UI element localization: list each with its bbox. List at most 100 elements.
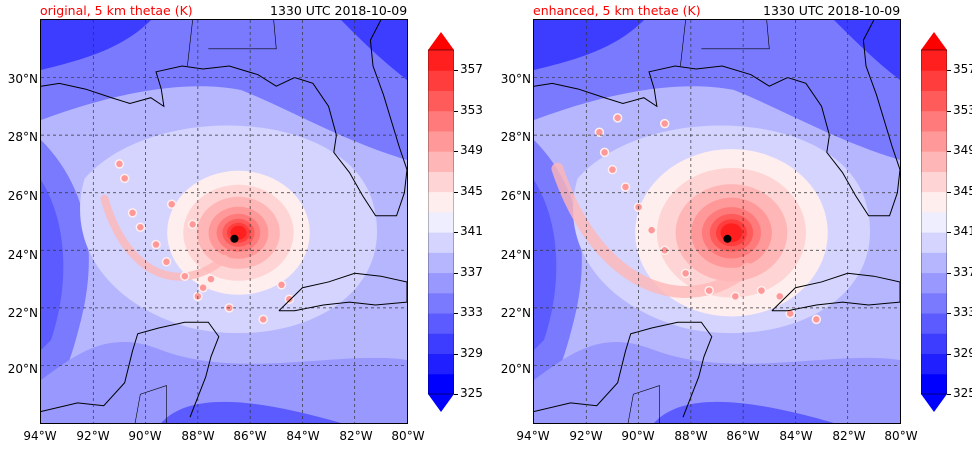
- storm-center-marker: [230, 234, 239, 243]
- border-line: [208, 20, 277, 50]
- colorbar-tick-mark: [947, 272, 951, 274]
- colorbar-tick-label: 341: [460, 224, 483, 239]
- colorbar-segment: [428, 232, 454, 253]
- colorbar-tick-mark: [947, 394, 951, 395]
- colorbar-tick-label: 345: [460, 183, 483, 198]
- colorbar-tick-mark: [454, 70, 458, 72]
- coastline: [534, 321, 713, 418]
- colorbar-tick-label: 349: [953, 143, 972, 158]
- colorbar-segment: [428, 211, 454, 233]
- convective-cell: [284, 294, 295, 304]
- lat-label: 20°N: [500, 362, 531, 376]
- lat-label: 28°N: [7, 130, 38, 144]
- colorbar-tick-label: 349: [460, 143, 483, 158]
- convective-cell: [774, 291, 785, 302]
- panel-time: 1330 UTC 2018-10-09: [763, 3, 901, 18]
- lon-label: 94°W: [23, 429, 57, 443]
- colorbar-tick-mark: [947, 70, 951, 72]
- lon-label: 92°W: [76, 429, 110, 443]
- convective-cell: [114, 159, 125, 169]
- colorbar-tick-label: 357: [953, 62, 972, 77]
- colorbar-tick-mark: [454, 151, 458, 153]
- colorbar-tick-label: 329: [460, 345, 483, 360]
- lon-label: 82°W: [339, 429, 373, 443]
- colorbar-tick-label: 325: [460, 386, 483, 400]
- colorbar-segment: [921, 171, 947, 193]
- colorbar-tick-label: 337: [460, 264, 483, 279]
- colorbar-segment: [428, 151, 454, 172]
- lon-label: 88°W: [181, 429, 215, 443]
- convective-cell: [119, 173, 130, 184]
- lon-label: 80°W: [884, 429, 918, 443]
- lon-label: 86°W: [233, 429, 267, 443]
- colorbar-segment: [921, 272, 947, 294]
- rainband: [100, 194, 229, 281]
- rainband: [551, 162, 754, 298]
- convective-cell: [730, 291, 741, 302]
- lat-label: 30°N: [500, 72, 531, 86]
- colorbar-segment: [428, 70, 454, 91]
- colorbar-segment: [921, 70, 947, 91]
- colorbar-canvas: [920, 32, 948, 412]
- field-band: [41, 20, 407, 160]
- colorbar-segment: [921, 191, 947, 213]
- colorbar-segment: [921, 232, 947, 253]
- colorbar-segment: [428, 292, 454, 314]
- convective-cell: [135, 222, 146, 233]
- colorbar-tick-mark: [454, 191, 458, 193]
- convective-cell: [680, 268, 691, 279]
- colorbar: [920, 32, 948, 412]
- convective-cell: [607, 164, 618, 175]
- lon-label: 92°W: [569, 429, 603, 443]
- colorbar-tick-mark: [454, 110, 458, 112]
- colorbar-segment: [428, 333, 454, 355]
- lon-label: 84°W: [779, 429, 813, 443]
- storm-center-marker: [723, 234, 732, 243]
- field-band: [41, 20, 151, 70]
- lon-label: 94°W: [516, 429, 550, 443]
- field-band: [341, 20, 407, 80]
- convective-cell: [785, 308, 795, 319]
- convective-cell: [276, 280, 287, 290]
- colorbar-segment: [921, 90, 947, 112]
- colorbar-segment: [921, 211, 947, 233]
- convective-cell: [594, 127, 605, 138]
- colorbar-extend-min: [428, 394, 454, 412]
- lat-label: 26°N: [500, 189, 531, 203]
- colorbar-tick-label: 345: [953, 183, 972, 198]
- panel-time: 1330 UTC 2018-10-09: [270, 3, 408, 18]
- convective-cell: [166, 199, 177, 209]
- colorbar-tick-mark: [947, 232, 951, 234]
- lon-label: 80°W: [391, 429, 425, 443]
- coastline: [41, 321, 220, 418]
- convective-cell: [187, 219, 198, 230]
- colorbar-segment: [921, 130, 947, 152]
- colorbar-segment: [921, 151, 947, 172]
- border-line: [701, 20, 770, 50]
- convective-cell: [599, 147, 610, 158]
- colorbar-tick-label: 333: [460, 305, 483, 320]
- map-canvas: [534, 20, 900, 423]
- colorbar-tick-mark: [947, 110, 951, 112]
- lat-label: 24°N: [500, 248, 531, 262]
- panel-original: original, 5 km thetae (K) 1330 UTC 2018-…: [7, 3, 483, 443]
- lon-label: 90°W: [621, 429, 655, 443]
- lat-label: 26°N: [7, 189, 38, 203]
- colorbar-tick-mark: [454, 272, 458, 274]
- colorbar-segment: [428, 252, 454, 274]
- lat-label: 22°N: [500, 306, 531, 320]
- colorbar-canvas: [427, 32, 455, 412]
- colorbar-tick-label: 333: [953, 305, 972, 320]
- colorbar-segment: [428, 130, 454, 152]
- colorbar-segment: [428, 110, 454, 132]
- border-line: [187, 20, 193, 67]
- panel-title: enhanced, 5 km thetae (K): [533, 3, 701, 18]
- colorbar-tick-label: 353: [953, 102, 972, 117]
- coastline: [771, 272, 900, 312]
- colorbar-tick-label: 353: [460, 102, 483, 117]
- colorbar-segment: [921, 313, 947, 334]
- lat-label: 28°N: [500, 130, 531, 144]
- lat-label: 24°N: [7, 248, 38, 262]
- lat-label: 30°N: [7, 72, 38, 86]
- lat-label: 22°N: [7, 306, 38, 320]
